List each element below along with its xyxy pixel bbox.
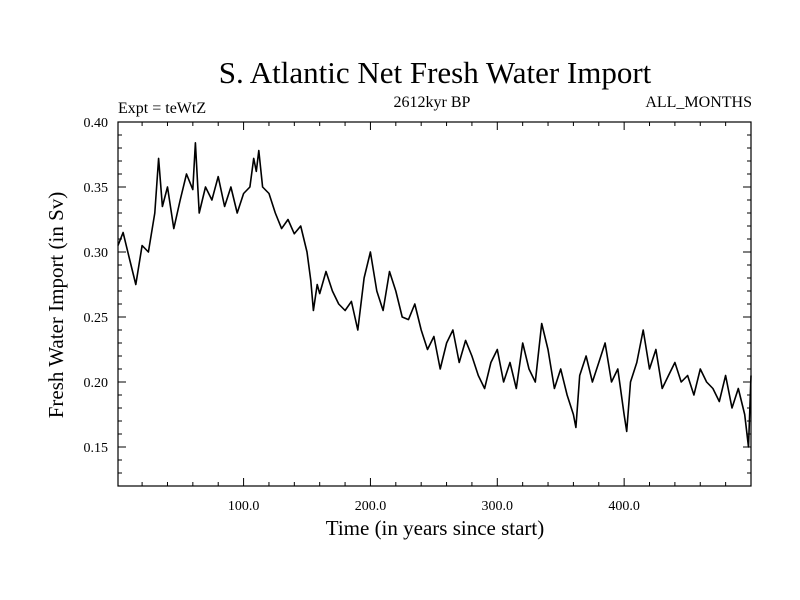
series-group [117,142,752,448]
experiment-label: Expt = teWtZ [118,100,206,117]
y-tick-label: 0.25 [84,311,109,326]
y-tick-label: 0.40 [84,116,109,131]
x-tick-label: 200.0 [355,499,387,514]
y-tick-label: 0.35 [84,181,109,196]
y-tick-label: 0.15 [84,441,109,456]
months-label: ALL_MONTHS [645,94,752,111]
x-tick-label: 100.0 [228,499,260,514]
x-tick-label: 400.0 [608,499,640,514]
chart-title: S. Atlantic Net Fresh Water Import [219,55,652,90]
x-axis: 100.0 200.0 300.0 400.0 [141,122,727,514]
x-axis-label: Time (in years since start) [326,516,545,540]
x-tick-label: 300.0 [482,499,514,514]
time-period-label: 2612kyr BP [394,94,471,111]
y-axis: 0.15 0.20 0.25 0.30 0.35 0.40 [84,116,751,487]
y-axis-label: Fresh Water Import (in Sv) [44,192,68,419]
y-tick-label: 0.30 [84,246,109,261]
series-line [117,142,752,448]
plot-frame [117,121,752,487]
y-tick-label: 0.20 [84,376,109,391]
